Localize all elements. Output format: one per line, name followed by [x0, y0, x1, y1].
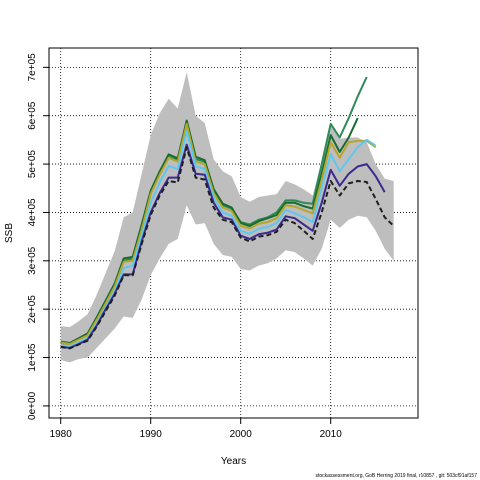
- plot-frame: [48, 47, 419, 419]
- x-tick-label: 2010: [320, 429, 343, 440]
- y-tick-label: 1e+05: [27, 343, 38, 372]
- y-tick-label: 3e+05: [27, 246, 38, 275]
- y-tick-label: 2e+05: [27, 295, 38, 324]
- y-tick-label: 0e+00: [27, 391, 38, 420]
- x-axis: 1980 1990 2000 2010: [50, 418, 343, 440]
- series-lines: [60, 76, 395, 350]
- y-axis: 0e+00 1e+05 2e+05 3e+05 4e+05 5e+05 6e+05 7e+05: [27, 53, 49, 420]
- x-tick-label: 1980: [50, 429, 73, 440]
- y-axis-label: SSB: [4, 223, 15, 243]
- series-line-1: [60, 117, 359, 344]
- series-line-2: [60, 122, 377, 345]
- y-tick-label: 7e+05: [27, 53, 38, 82]
- footer-credit: stockassessment.org, GoB Herring 2019 fi…: [315, 473, 477, 479]
- series-line-5: [60, 146, 395, 350]
- y-tick-label: 6e+05: [27, 101, 38, 130]
- x-tick-label: 1990: [140, 429, 163, 440]
- x-tick-label: 2000: [230, 429, 253, 440]
- y-tick-label: 4e+05: [27, 198, 38, 227]
- confidence-band-area: [60, 72, 394, 363]
- x-axis-label: Years: [221, 456, 246, 467]
- confidence-band: [60, 72, 394, 363]
- series-line-3: [60, 130, 377, 348]
- y-tick-label: 5e+05: [27, 150, 38, 179]
